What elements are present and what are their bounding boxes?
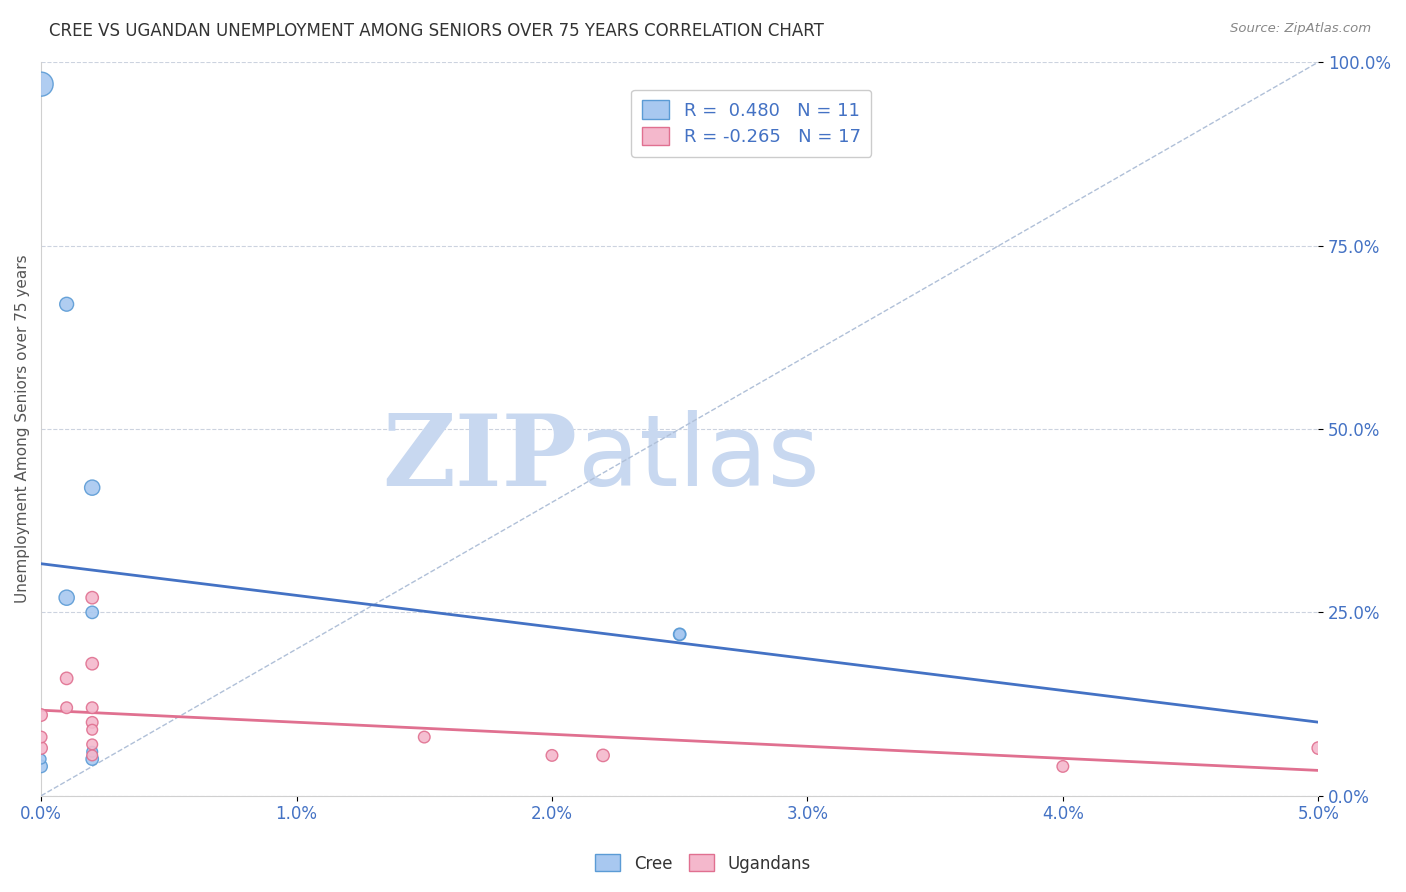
Y-axis label: Unemployment Among Seniors over 75 years: Unemployment Among Seniors over 75 years	[15, 254, 30, 603]
Point	[82, 657, 104, 671]
Point	[592, 748, 614, 763]
Point	[668, 627, 690, 641]
Point	[82, 700, 104, 714]
Point	[82, 715, 104, 730]
Point	[668, 627, 690, 641]
Point	[82, 738, 104, 752]
Point	[30, 741, 52, 756]
Point	[541, 748, 564, 763]
Point	[82, 748, 104, 763]
Text: CREE VS UGANDAN UNEMPLOYMENT AMONG SENIORS OVER 75 YEARS CORRELATION CHART: CREE VS UGANDAN UNEMPLOYMENT AMONG SENIO…	[49, 22, 824, 40]
Point	[82, 745, 104, 759]
Point	[82, 605, 104, 619]
Point	[30, 708, 52, 723]
Point	[413, 730, 436, 744]
Point	[1308, 741, 1330, 756]
Point	[82, 481, 104, 495]
Point	[82, 752, 104, 766]
Point	[30, 730, 52, 744]
Legend: Cree, Ugandans: Cree, Ugandans	[589, 847, 817, 880]
Point	[55, 591, 77, 605]
Text: atlas: atlas	[578, 409, 820, 507]
Point	[30, 752, 52, 766]
Point	[30, 77, 52, 91]
Point	[82, 591, 104, 605]
Point	[30, 759, 52, 773]
Legend: R =  0.480   N = 11, R = -0.265   N = 17: R = 0.480 N = 11, R = -0.265 N = 17	[631, 89, 872, 157]
Text: ZIP: ZIP	[382, 409, 578, 507]
Point	[82, 723, 104, 737]
Point	[55, 297, 77, 311]
Point	[1052, 759, 1074, 773]
Point	[55, 700, 77, 714]
Text: Source: ZipAtlas.com: Source: ZipAtlas.com	[1230, 22, 1371, 36]
Point	[55, 672, 77, 686]
